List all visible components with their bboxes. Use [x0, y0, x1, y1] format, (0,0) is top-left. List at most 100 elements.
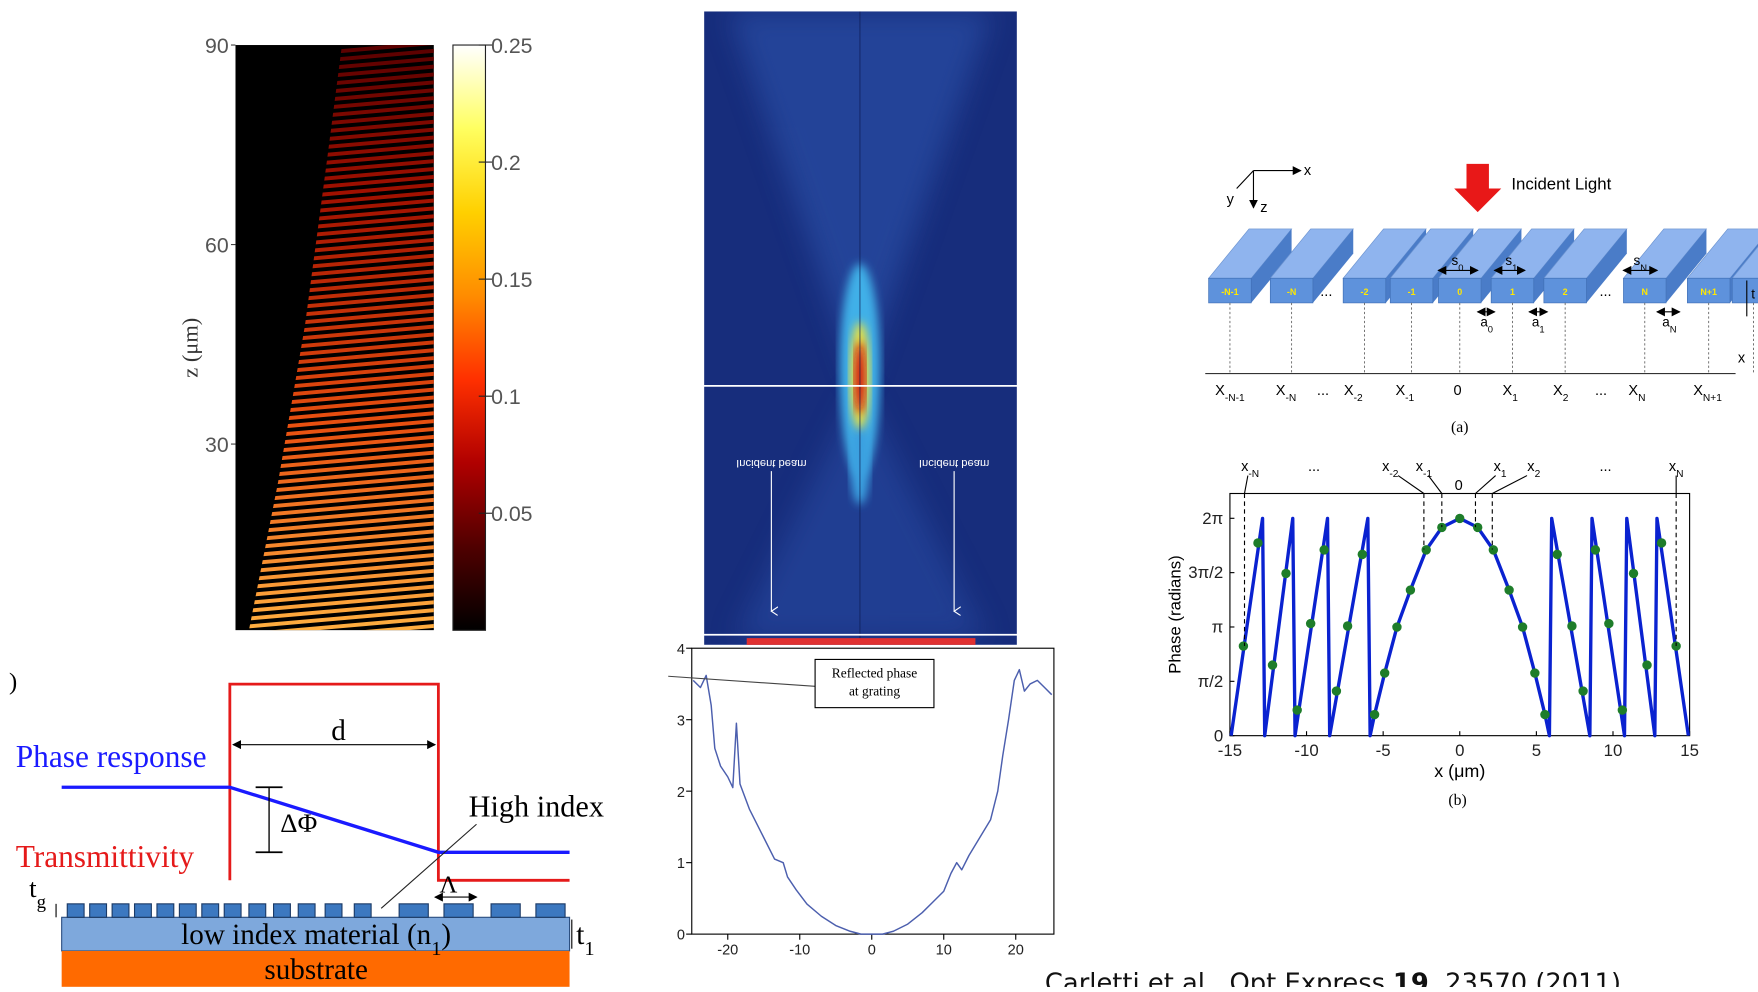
grating-bar [746, 638, 976, 645]
heatmap-fringes [248, 45, 434, 631]
point-label: x-1 [1416, 459, 1433, 480]
position-label: X-N [1276, 383, 1296, 404]
position-label-sub: N+1 [1703, 392, 1722, 403]
annotation-text: at grating [849, 683, 900, 698]
block-front [1490, 277, 1535, 304]
x-tick-label: 10 [1604, 741, 1623, 760]
position-label-base: X [1215, 383, 1225, 399]
pointer-line [380, 823, 477, 909]
position-label-sub: -N [1285, 392, 1296, 403]
grating-tooth [297, 903, 316, 918]
point-label: ... [1599, 459, 1611, 475]
thickness-label: t [1751, 286, 1755, 301]
grating-tooth [89, 903, 108, 918]
ellipsis: ... [1320, 284, 1332, 300]
spacing-label: s0 [1452, 253, 1464, 272]
position-label: X1 [1503, 383, 1519, 404]
data-point [1357, 549, 1368, 560]
width-label-sub: 1 [1539, 323, 1544, 334]
point-label-sub: N [1676, 469, 1683, 480]
x-tick-label: -5 [1376, 741, 1391, 760]
width-label-sub: 0 [1488, 323, 1493, 334]
data-line [692, 668, 1053, 935]
point-label-base: x [1416, 459, 1424, 475]
point-label-sub: -N [1248, 469, 1259, 480]
position-label: X-1 [1395, 383, 1414, 404]
point-label-base: x [1494, 459, 1502, 475]
point-label-base: ... [1308, 459, 1320, 475]
y-tick-label: π/2 [1198, 672, 1224, 691]
label-pointer [1243, 475, 1249, 494]
point-label-base: x [1241, 459, 1249, 475]
data-point [1331, 686, 1342, 696]
block-front [1731, 277, 1758, 304]
colorbar-tick-label: 0.1 [491, 385, 521, 409]
block-label: N+1 [1700, 287, 1717, 297]
width-label: a1 [1532, 314, 1545, 334]
x-tick-label: 10 [936, 942, 952, 958]
x-tick-label: 20 [1008, 942, 1024, 958]
layer-label-tail: ) [441, 919, 451, 951]
data-point [1656, 538, 1667, 548]
position-label-base: X [1553, 383, 1563, 399]
y-axis-label: z (μm) [177, 318, 202, 378]
y-tick-label: 4 [677, 642, 685, 658]
y-tick-label: 90 [205, 34, 229, 58]
data-point [1292, 705, 1302, 715]
data-point [1379, 668, 1390, 678]
position-label-base: X [1395, 383, 1405, 399]
colorbar-tick-label: 0.25 [491, 34, 532, 58]
data-point [1517, 622, 1528, 632]
x-tick-label: 0 [868, 942, 876, 958]
grating-tooth [535, 903, 566, 918]
beam-image [704, 11, 1017, 645]
block-label: -2 [1360, 287, 1368, 297]
block-label: 2 [1563, 287, 1568, 297]
position-label-base: X [1628, 383, 1638, 399]
point-label-sub: 1 [1501, 469, 1507, 480]
heatmap-image [235, 45, 434, 631]
data-point [1590, 545, 1601, 555]
panel-caption: (a) [1451, 419, 1468, 436]
position-label-sub: 2 [1563, 392, 1569, 403]
axis-label: x [1304, 163, 1312, 179]
grating-tooth [398, 903, 429, 918]
period-label: d [331, 715, 346, 747]
position-label: 0 [1453, 383, 1461, 399]
x-tick-label: -15 [1218, 741, 1242, 760]
point-label-sub: 2 [1535, 469, 1541, 480]
x-tick-label: 15 [1680, 741, 1699, 760]
position-label-sub: -2 [1354, 392, 1363, 403]
position-label: X-N-1 [1215, 383, 1245, 404]
y-tick-label: 30 [205, 433, 229, 457]
block-label: 0 [1457, 287, 1462, 297]
x-tick-label: -10 [789, 942, 810, 958]
citation-authors: Carletti et al., Opt Express [1045, 968, 1385, 987]
data-point [1472, 522, 1483, 533]
block-front [1269, 277, 1314, 304]
point-label: ... [1308, 459, 1320, 475]
x-tick-label: 0 [1455, 741, 1464, 760]
position-label-base: X [1276, 383, 1286, 399]
y-tick-label: 1 [677, 856, 685, 872]
x-axis-label: x (μm) [1434, 761, 1485, 781]
point-label: x-2 [1382, 459, 1399, 480]
block-top [1731, 246, 1758, 279]
grating-tooth [201, 903, 220, 918]
data-point [1437, 522, 1447, 533]
data-point [1628, 568, 1639, 579]
block-front [1623, 277, 1667, 304]
axis-end-label: x [1738, 350, 1746, 366]
incident-arrow [1454, 163, 1502, 213]
data-point [1392, 622, 1402, 632]
y-tick-label: 3 [677, 713, 685, 729]
position-label-base: X [1693, 383, 1703, 399]
data-point [1319, 545, 1329, 555]
plot-frame [1229, 492, 1691, 737]
width-label-base: a [1662, 314, 1670, 329]
block-label: -N [1287, 287, 1296, 297]
gap-thickness-label-base: t [29, 873, 37, 903]
position-label: ... [1595, 383, 1607, 399]
position-label: X-2 [1344, 383, 1363, 404]
